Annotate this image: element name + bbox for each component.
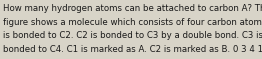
Text: bonded to C4. C1 is marked as A. C2 is marked as B. 0 3 4 1 2: bonded to C4. C1 is marked as A. C2 is m… bbox=[3, 45, 262, 54]
Text: is bonded to C2. C2 is bonded to C3 by a double bond. C3 is: is bonded to C2. C2 is bonded to C3 by a… bbox=[3, 31, 262, 40]
Text: How many hydrogen atoms can be attached to carbon A? The: How many hydrogen atoms can be attached … bbox=[3, 4, 262, 13]
Text: figure shows a molecule which consists of four carbon atoms. C1: figure shows a molecule which consists o… bbox=[3, 18, 262, 27]
